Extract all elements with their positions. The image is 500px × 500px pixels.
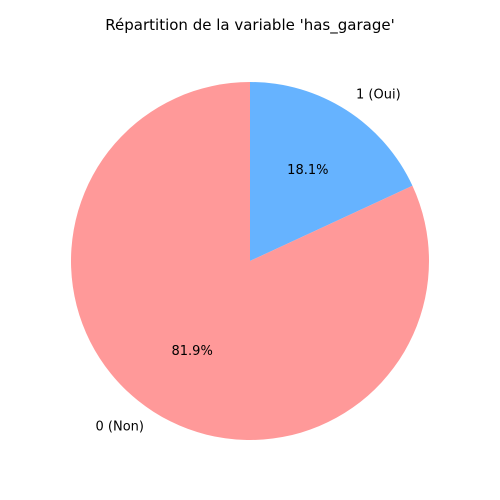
pie-slice-2 [71,82,430,440]
slice-label-2: 0 (Non) [96,419,144,434]
pie-slices [71,82,430,440]
pie-labels: 1 (Oui) 18.1% 0 (Non) 81.9% [96,88,401,435]
chart-title: Répartition de la variable 'has_garage' [105,16,394,35]
slice-percent-2: 81.9% [172,344,213,359]
slice-percent-1: 18.1% [287,163,328,178]
pie-slice-1 [250,82,413,261]
slice-label-1: 1 (Oui) [356,88,401,103]
